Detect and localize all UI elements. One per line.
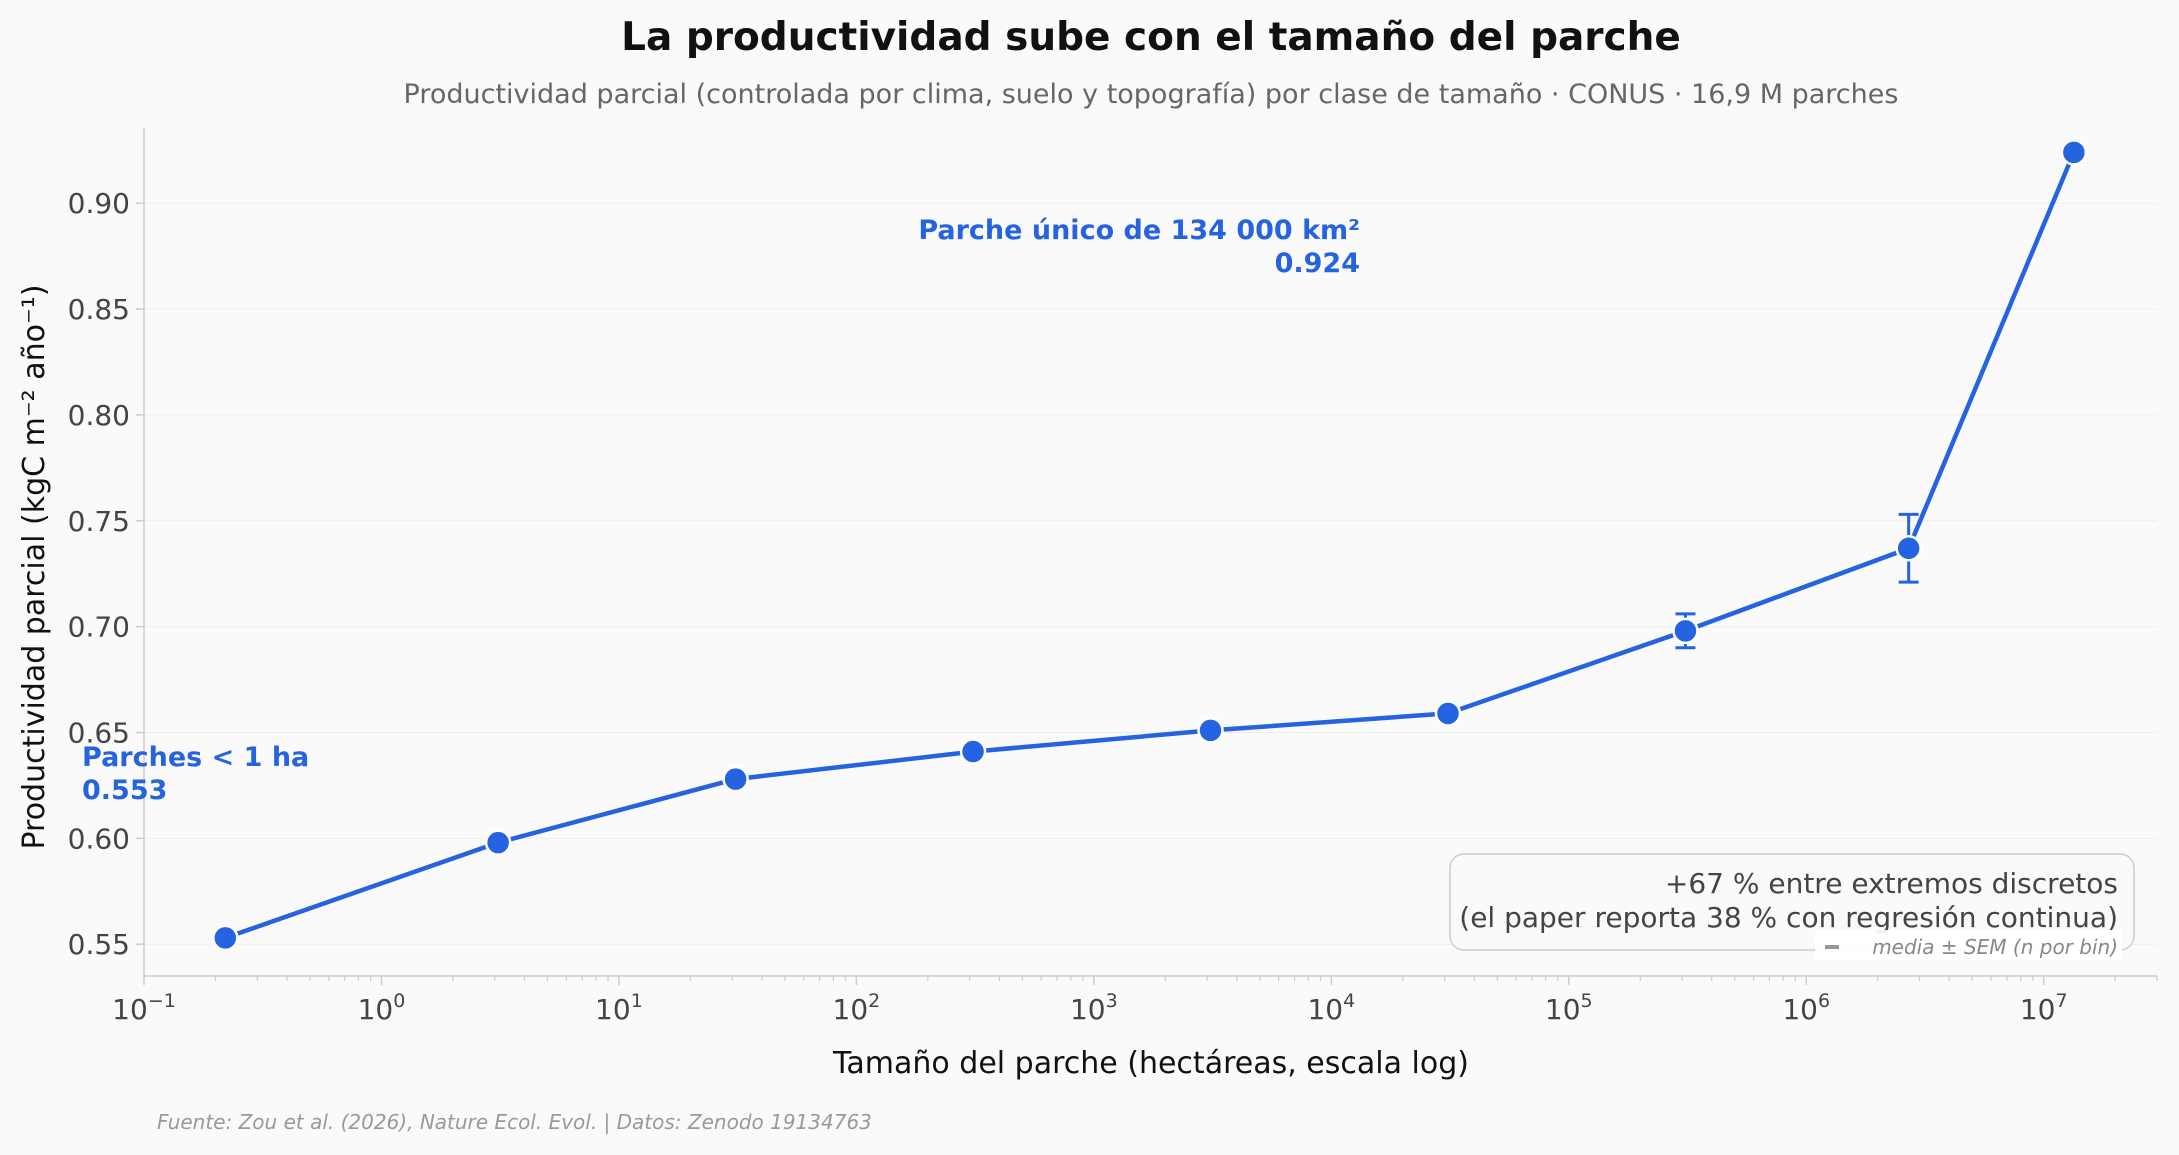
axes	[136, 128, 2158, 985]
y-tick-label: 0.80	[68, 399, 130, 432]
legend: media ± SEM (n por bin)	[1815, 930, 2122, 960]
y-tick-label: 0.85	[68, 293, 130, 326]
data-point	[2060, 139, 2088, 166]
data-point	[959, 738, 987, 765]
data-points	[212, 139, 2088, 952]
note-box-frame	[1449, 853, 2135, 951]
data-point	[722, 765, 749, 793]
x-tick-label: 10−1	[112, 990, 176, 1026]
note-box: +67 % entre extremos discretos (el paper…	[1449, 853, 2135, 951]
note-box-line-1: +67 % entre extremos discretos	[1665, 867, 2118, 900]
note-box-line-2: (el paper reporta 38 % con regresión con…	[1459, 901, 2118, 934]
y-tick-label: 0.75	[68, 505, 130, 538]
x-tick-label: 103	[1070, 990, 1118, 1026]
legend-label: media ± SEM (n por bin)	[1872, 935, 2118, 959]
y-axis-title: Productividad parcial (kgC m⁻² año⁻¹)	[17, 284, 52, 849]
x-axis-title: Tamaño del parche (hectáreas, escala log…	[832, 1046, 1469, 1081]
annotation-single-patch: Parche único de 134 000 km² 0.924	[918, 215, 1360, 279]
data-point	[1434, 700, 1462, 727]
y-tick-label: 0.60	[68, 822, 130, 855]
y-tick-label: 0.65	[68, 717, 130, 750]
x-tick-label: 105	[1545, 990, 1593, 1026]
annotation-small-patches: Parches < 1 ha 0.553	[82, 742, 309, 806]
data-point	[1895, 535, 1922, 562]
annotation-small-patches-label: Parches < 1 ha	[82, 742, 309, 773]
x-tick-label: 101	[595, 990, 643, 1026]
x-tick-label: 104	[1307, 990, 1355, 1026]
y-tick-label: 0.90	[68, 187, 130, 220]
series-line	[224, 151, 2076, 941]
annotation-small-patches-value: 0.553	[82, 775, 167, 806]
x-tick-label: 100	[358, 990, 406, 1026]
y-tick-label: 0.70	[68, 611, 130, 644]
grid-lines	[144, 202, 2157, 945]
series-path	[224, 151, 2076, 941]
y-tick-label: 0.55	[68, 928, 130, 961]
source-note: Fuente: Zou et al. (2026), Nature Ecol. …	[157, 1110, 872, 1134]
chart-subtitle: Productividad parcial (controlada por cl…	[404, 79, 1899, 110]
chart-title: La productividad sube con el tamaño del …	[621, 15, 1681, 60]
x-tick-label: 106	[1782, 990, 1830, 1026]
error-bars	[1675, 512, 1919, 650]
annotation-single-patch-label: Parche único de 134 000 km²	[918, 215, 1360, 246]
legend-background	[1815, 930, 2122, 960]
x-tick-label: 107	[2020, 990, 2068, 1026]
data-point	[484, 829, 512, 856]
annotation-single-patch-value: 0.924	[1275, 248, 1360, 279]
tick-labels: 0.55 0.60 0.65 0.70 0.75 0.80 0.85 0.90 10−1 100 1…	[68, 187, 2068, 1026]
x-tick-label: 102	[833, 990, 881, 1026]
data-point	[1197, 717, 1224, 744]
data-point	[1672, 617, 1699, 645]
data-point	[212, 924, 239, 952]
